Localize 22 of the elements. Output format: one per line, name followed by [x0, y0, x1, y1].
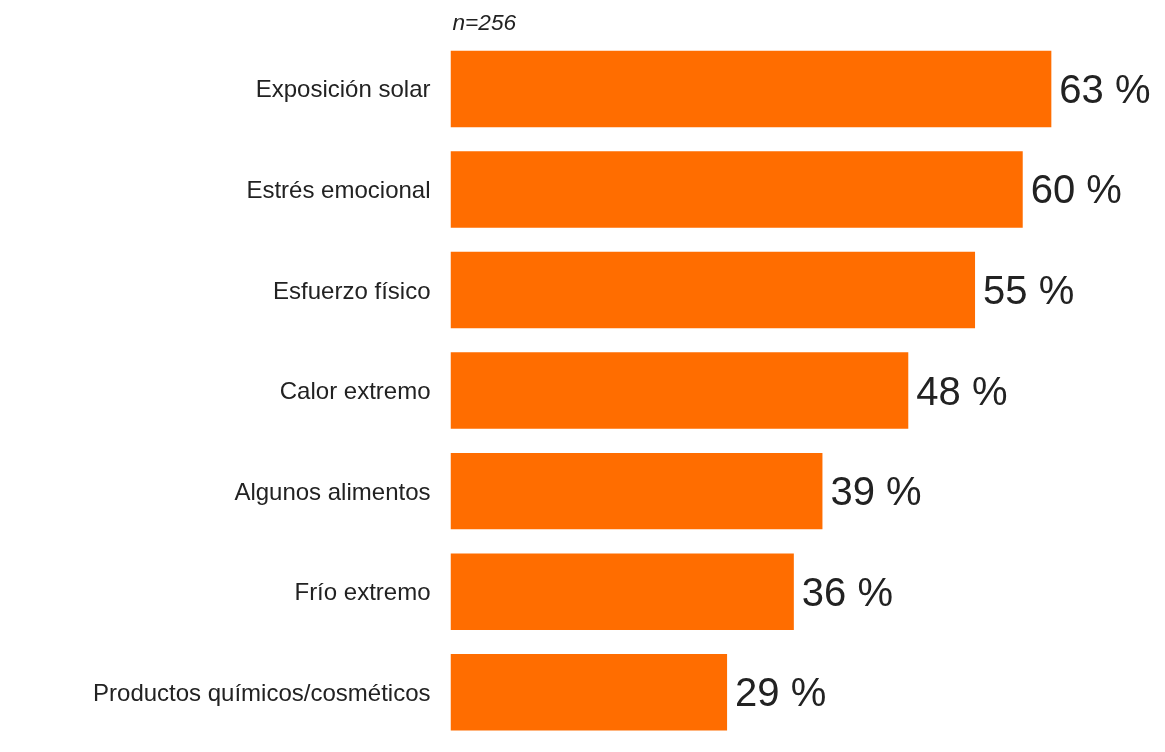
y-tick-label: Algunos alimentos	[234, 477, 431, 505]
data-label: 39 %	[830, 469, 922, 514]
bar	[450, 452, 823, 530]
bar	[450, 50, 1052, 128]
y-tick-label: Esfuerzo físico	[273, 276, 431, 304]
y-tick-label: Frío extremo	[294, 578, 431, 606]
y-tick-label: Calor extremo	[279, 377, 431, 405]
data-label: 29 %	[735, 670, 827, 715]
data-label: 55 %	[983, 268, 1075, 313]
bar	[450, 151, 1023, 228]
y-tick-label: Productos químicos/cosméticos	[93, 678, 431, 706]
data-label: 63 %	[1059, 66, 1151, 111]
y-tick-label: Exposición solar	[255, 75, 431, 103]
data-label: 48 %	[916, 368, 1008, 413]
y-tick-label: Estrés emocional	[246, 175, 431, 203]
bar	[450, 352, 909, 429]
bar	[450, 553, 794, 630]
text: n=256	[452, 8, 517, 35]
bar	[450, 251, 976, 329]
data-label: 36 %	[801, 569, 894, 614]
data-label: 60 %	[1030, 167, 1122, 212]
bar	[450, 654, 728, 731]
